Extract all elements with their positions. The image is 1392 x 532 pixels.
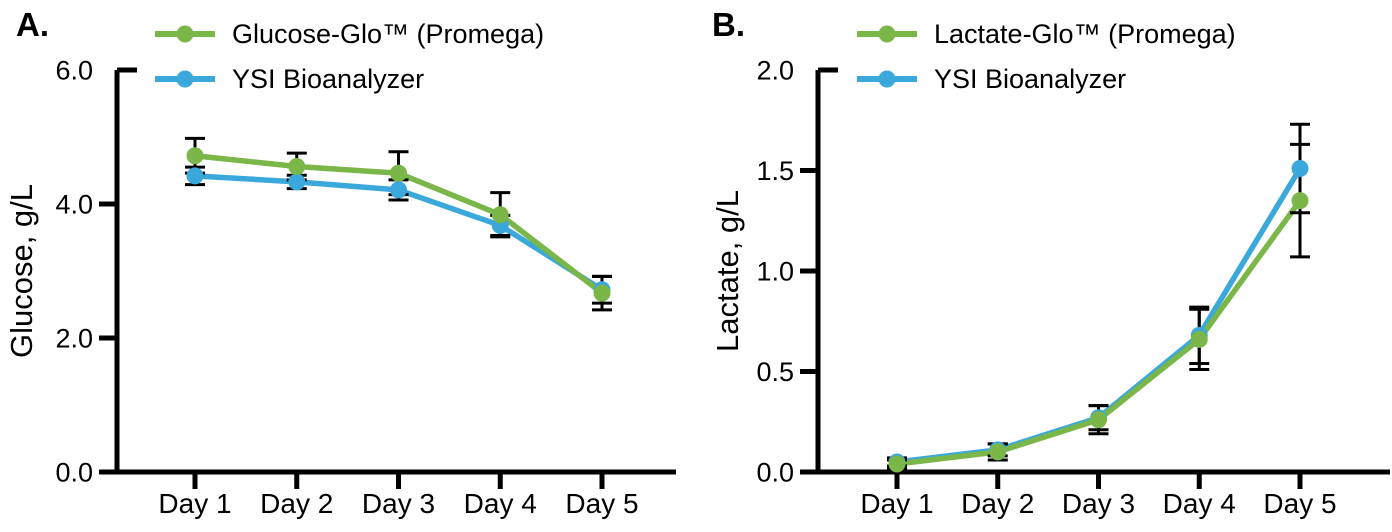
- legend-label: YSI Bioanalyzer: [934, 63, 1127, 94]
- panel-glucose: A. Glucose-Glo™ (Promega) YSI Bioanalyze…: [0, 0, 690, 532]
- legend-item-ysi-glucose: YSI Bioanalyzer: [153, 63, 544, 95]
- legend-item-lactate-glo: Lactate-Glo™ (Promega): [855, 18, 1236, 50]
- data-point: [1090, 411, 1107, 429]
- data-point: [390, 164, 407, 182]
- y-tick-label: 2.0: [55, 324, 93, 354]
- x-tick-label: Day 2: [260, 488, 333, 519]
- y-tick-label: 0.0: [756, 458, 794, 488]
- x-tick-label: Day 1: [860, 488, 933, 519]
- data-point: [1190, 330, 1208, 348]
- y-tick-label: 6.0: [55, 56, 93, 86]
- panel-lactate: B. Lactate-Glo™ (Promega) YSI Bioanalyze…: [690, 0, 1392, 532]
- y-axis-title: Lactate, g/L: [710, 190, 745, 352]
- legend-line-marker-icon: [155, 25, 215, 43]
- x-tick-label: Day 3: [1062, 488, 1135, 519]
- data-point: [186, 167, 204, 185]
- legend-line-marker-icon: [155, 70, 215, 88]
- legend-label: Glucose-Glo™ (Promega): [232, 18, 545, 49]
- data-point: [186, 147, 204, 165]
- panel-label-a: A.: [16, 6, 49, 43]
- x-tick-label: Day 4: [464, 488, 537, 519]
- data-point: [888, 455, 906, 473]
- data-point: [1291, 192, 1309, 210]
- x-tick-label: Day 5: [565, 488, 638, 519]
- y-tick-label: 1.0: [756, 257, 794, 287]
- legend-item-glucose-glo: Glucose-Glo™ (Promega): [153, 18, 544, 50]
- data-point: [989, 443, 1007, 461]
- y-tick-label: 0.0: [55, 458, 93, 488]
- data-point: [288, 173, 306, 191]
- x-tick-label: Day 2: [961, 488, 1034, 519]
- data-point: [390, 181, 407, 199]
- data-point: [1291, 159, 1309, 177]
- legend-label: Lactate-Glo™ (Promega): [934, 18, 1236, 49]
- x-tick-label: Day 1: [158, 488, 231, 519]
- y-axis-title: Glucose, g/L: [4, 184, 39, 358]
- lactate-plot: 0.0 0.5 1.0 1.5 2.0 Day 1 Day 2 Day 3 Day 4 Day 5…: [710, 56, 1390, 519]
- legend-item-ysi-lactate: YSI Bioanalyzer: [855, 63, 1236, 95]
- y-tick-label: 4.0: [55, 190, 93, 220]
- legend-lactate: Lactate-Glo™ (Promega) YSI Bioanalyzer: [855, 18, 1236, 95]
- data-point: [593, 284, 611, 302]
- legend-label: YSI Bioanalyzer: [232, 63, 425, 94]
- data-point: [288, 157, 306, 175]
- legend-line-marker-icon: [857, 70, 917, 88]
- data-point: [491, 206, 509, 224]
- y-tick-label: 0.5: [756, 357, 794, 387]
- legend-glucose: Glucose-Glo™ (Promega) YSI Bioanalyzer: [153, 18, 544, 95]
- glucose-plot: 0.0 2.0 4.0 6.0 Day 1 Day 2 Day 3 Day 4 Day 5 Glu…: [4, 56, 676, 519]
- x-tick-label: Day 4: [1163, 488, 1236, 519]
- y-tick-label: 2.0: [756, 56, 794, 86]
- panel-label-b: B.: [712, 6, 745, 43]
- x-tick-label: Day 3: [362, 488, 435, 519]
- x-tick-label: Day 5: [1263, 488, 1336, 519]
- y-tick-label: 1.5: [756, 156, 794, 186]
- legend-line-marker-icon: [857, 25, 917, 43]
